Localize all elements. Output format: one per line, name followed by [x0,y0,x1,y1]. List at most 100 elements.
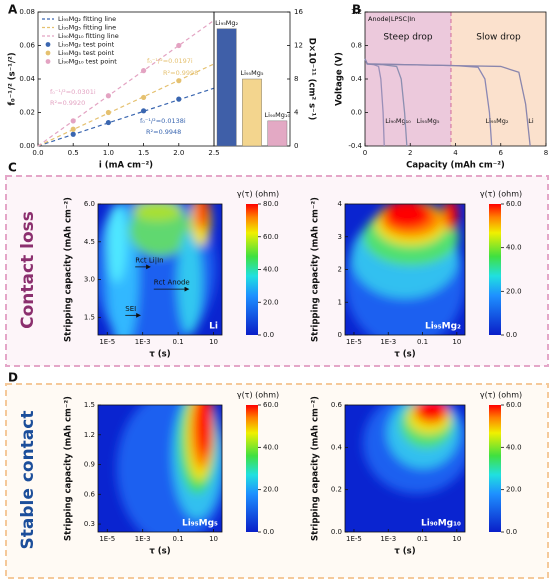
y-tick-label: 1.2 [351,8,362,16]
curve-label: Li₉₀Mg₁₀ [385,117,411,125]
y-tick-label: 0.0 [331,528,342,536]
panel-d-frame [5,383,549,579]
panel-label: B [352,3,361,17]
y-tick-label: 3 [338,233,342,241]
colorbar-tick-label: 40.0 [506,244,522,252]
x-tick-label: 2.5 [208,149,219,157]
x-tick-label: 1E-5 [99,338,115,346]
test-point [105,109,111,116]
y-tick-label: 2 [338,266,342,274]
x-tick-label: 8 [544,149,548,157]
heatmap-label: Li₉₅Mg₅ [182,519,218,529]
x-tick-label: 0.1 [173,535,184,543]
region-header: Anode|LPSC|In [368,15,415,23]
y-tick-label: 0.08 [19,8,35,16]
heatmap-field [363,405,465,494]
x-tick-label: 1E-3 [135,338,151,346]
y-axis-label: Stripping capacity (mAh cm⁻²) [64,197,74,342]
region [365,12,451,146]
x-tick-label: 1E-3 [380,338,396,346]
x-tick-label: 10 [209,535,218,543]
colorbar-title: γ(τ) (ohm) [480,190,522,199]
y-tick-label: 1.2 [84,431,95,439]
x-tick-label: 0.5 [68,149,79,157]
bar-label: Li₉₅Mg₂ [215,19,238,27]
region-label: Slow drop [476,33,521,43]
x-axis-label: τ (s) [149,350,170,360]
x-tick-label: 1.5 [138,149,149,157]
heatmap-blob [177,230,203,335]
heatmap [98,204,222,335]
heatmap-label: Li₉₀Mg₁₀ [421,519,461,529]
annotation: R²=0.9948 [146,128,181,136]
region-label: Steep drop [383,33,433,43]
y-tick-label: 1.5 [84,401,95,409]
x-axis-label: i (mA cm⁻²) [99,161,153,171]
x-tick-label: 10 [452,338,461,346]
colorbar [246,405,258,532]
x-tick-label: 0.1 [417,338,428,346]
colorbar-tick-label: 40.0 [263,266,279,274]
y-tick-label: 0.00 [19,142,35,150]
legend-label: Li₉₀Mg₁₀ test point [58,58,117,66]
fit-line [37,19,215,147]
annotation: f₀⁻¹/²=0.0301i [50,88,96,96]
x-tick-label: 0.0 [32,149,43,157]
heatmap [345,204,465,335]
x-tick-label: 10 [209,338,218,346]
heatmap-label: Li₉₅Mg₂ [425,322,461,332]
y-axis-label: Voltage (V) [335,52,345,106]
x-tick-label: 0 [363,149,367,157]
y-tick-label: 0.0 [351,109,362,117]
x-tick-label: 1E-3 [135,535,151,543]
y-tick-label: 0.6 [331,401,343,409]
heatmap-blob [195,405,214,456]
side-label: Contact loss [18,211,38,329]
y-tick-label: 0.04 [19,75,35,83]
fit-line [37,63,215,147]
annotation: SEI [125,305,136,313]
curve-label: Li₉₅Mg₅ [417,117,440,125]
curve-label: Li [528,117,534,125]
test-point [105,119,111,126]
x-tick-label: 2.0 [173,149,184,157]
x-tick-label: 2 [408,149,412,157]
test-point [176,78,182,84]
test-point [176,96,182,102]
y-tick-label: 1 [338,298,342,306]
colorbar-title: γ(τ) (ohm) [480,391,522,400]
heatmap-label: Li [209,322,218,332]
colorbar-tick-label: 20.0 [506,486,522,494]
y-axis-label: Stripping capacity (mAh cm⁻²) [311,396,321,541]
heatmap-blob [443,204,458,231]
test-point [70,118,76,124]
legend-label: Li₉₅Mg₅ fitting line [58,24,116,32]
y-tick-label: 0 [294,142,298,150]
y-tick-label: 0.4 [331,443,343,451]
bar [267,120,288,147]
y-tick-label: 16 [294,8,303,16]
test-point [141,68,147,74]
legend-label: Li₉₅Mg₂ fitting line [58,15,116,23]
y-tick-label: 8 [294,75,298,83]
test-point [141,94,147,101]
bar-label: Li₉₀Mg₁₀ [265,111,291,119]
annotation: f₀⁻¹/²=0.0197i [147,57,193,65]
y-tick-label: 12 [294,42,303,50]
y-tick-label: 4 [294,109,299,117]
voltage-curve [364,58,531,147]
heatmap-field [345,204,465,335]
y-tick-label: 0.3 [84,520,95,528]
colorbar-tick-label: 0.0 [263,331,274,339]
y-tick-label: 4 [338,200,343,208]
y-tick-label: 6.0 [84,200,95,208]
colorbar [489,405,501,532]
colorbar [246,204,258,335]
colorbar-tick-label: 80.0 [263,200,279,208]
annotation: Rct Anode [154,279,190,287]
legend-marker [45,59,51,64]
x-tick-label: 1.0 [103,149,114,157]
colorbar-tick-label: 20.0 [263,486,279,494]
test-point [70,126,76,132]
